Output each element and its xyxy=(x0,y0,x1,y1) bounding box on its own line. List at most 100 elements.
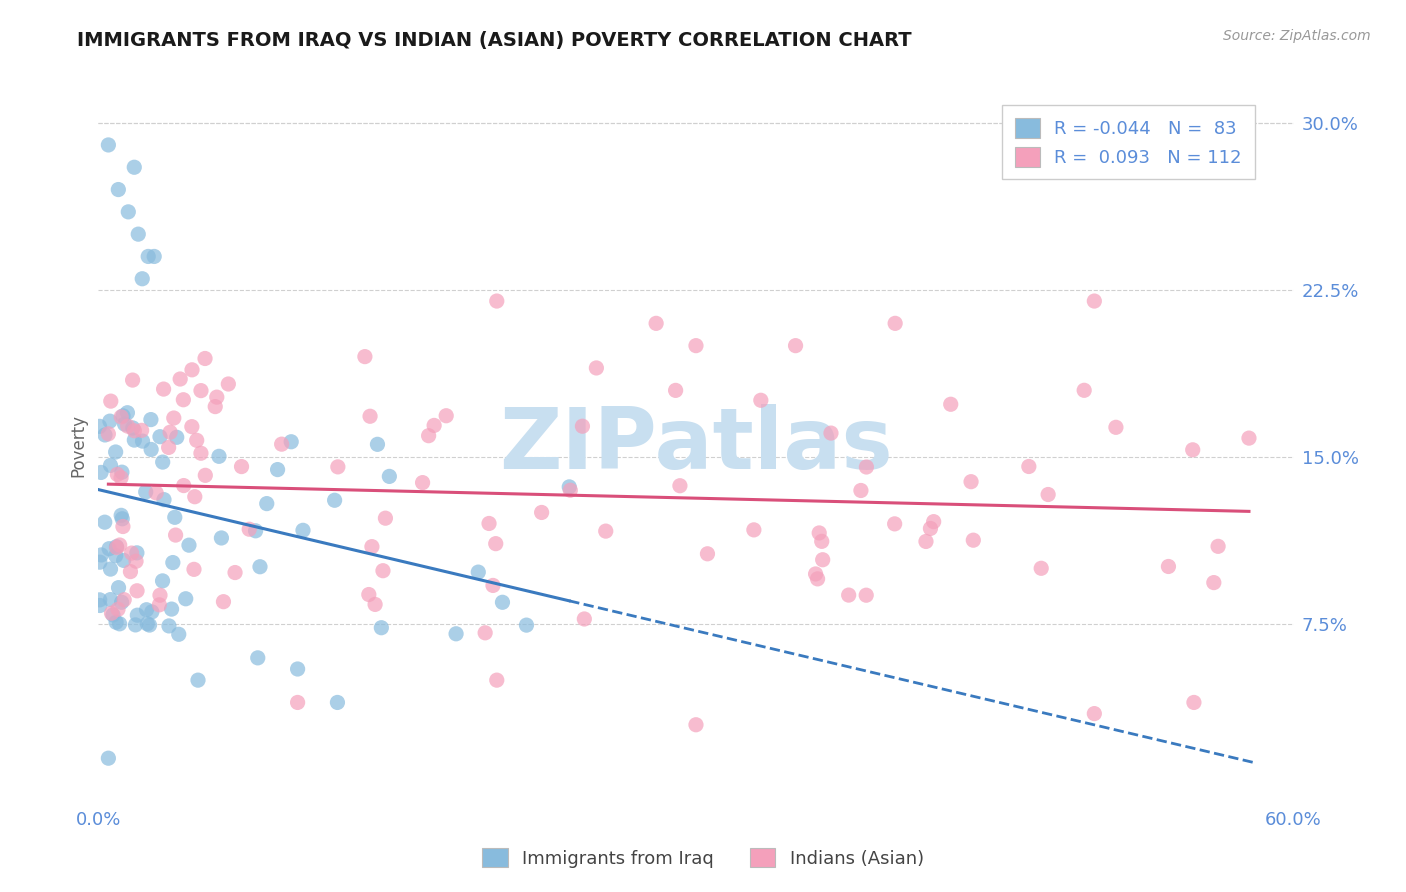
Point xyxy=(105,467,128,482)
Legend: Immigrants from Iraq, Indians (Asian): Immigrants from Iraq, Indians (Asian) xyxy=(471,837,935,879)
Point xyxy=(117,204,139,219)
Point xyxy=(110,508,132,523)
Point xyxy=(920,521,942,535)
Point xyxy=(1206,539,1229,553)
Point xyxy=(366,437,388,451)
Point xyxy=(939,397,962,411)
Point xyxy=(166,430,188,444)
Point xyxy=(685,338,707,352)
Point xyxy=(90,548,112,562)
Point xyxy=(190,384,212,398)
Point xyxy=(100,394,122,409)
Point xyxy=(485,293,508,308)
Point xyxy=(530,506,553,520)
Point xyxy=(849,483,872,498)
Point xyxy=(98,414,121,428)
Point xyxy=(212,595,235,609)
Point xyxy=(139,412,162,426)
Point xyxy=(217,376,239,391)
Point xyxy=(105,615,128,630)
Point xyxy=(177,538,200,552)
Point xyxy=(361,540,384,554)
Point xyxy=(915,534,938,549)
Point xyxy=(124,160,146,174)
Point xyxy=(174,591,197,606)
Point xyxy=(245,524,267,538)
Point xyxy=(560,483,582,498)
Point xyxy=(120,565,142,579)
Point xyxy=(111,512,134,526)
Point xyxy=(1018,459,1040,474)
Point xyxy=(145,486,167,500)
Point xyxy=(810,534,832,549)
Point xyxy=(423,418,446,433)
Point xyxy=(485,673,508,687)
Point xyxy=(1157,559,1180,574)
Point xyxy=(204,400,226,414)
Point xyxy=(135,485,157,500)
Point xyxy=(105,541,128,555)
Point xyxy=(112,409,135,423)
Point xyxy=(90,466,112,480)
Point xyxy=(238,522,260,536)
Point xyxy=(110,595,132,609)
Point xyxy=(143,249,166,264)
Point xyxy=(205,390,228,404)
Point xyxy=(148,598,170,612)
Point xyxy=(184,490,207,504)
Point xyxy=(323,493,346,508)
Point xyxy=(121,373,143,387)
Point xyxy=(173,478,195,492)
Point xyxy=(444,627,467,641)
Point xyxy=(149,588,172,602)
Point xyxy=(922,515,945,529)
Point xyxy=(89,599,111,613)
Point xyxy=(160,602,183,616)
Point xyxy=(117,419,139,434)
Point xyxy=(685,717,707,731)
Point xyxy=(574,612,596,626)
Point xyxy=(153,492,176,507)
Point xyxy=(165,528,187,542)
Point xyxy=(418,428,440,442)
Point xyxy=(1031,561,1053,575)
Point xyxy=(114,417,136,431)
Point xyxy=(125,554,148,568)
Point xyxy=(808,525,831,540)
Point xyxy=(157,441,180,455)
Point xyxy=(159,425,181,440)
Point xyxy=(169,372,191,386)
Point xyxy=(111,465,134,479)
Point xyxy=(806,572,828,586)
Point xyxy=(224,566,246,580)
Point xyxy=(208,450,231,464)
Point xyxy=(141,605,163,619)
Point xyxy=(138,618,160,632)
Point xyxy=(370,621,392,635)
Point xyxy=(804,566,827,581)
Point xyxy=(1181,442,1204,457)
Point xyxy=(107,182,129,196)
Point xyxy=(287,696,309,710)
Point xyxy=(374,511,396,525)
Point xyxy=(187,673,209,687)
Point xyxy=(354,350,377,364)
Point xyxy=(1202,575,1225,590)
Point xyxy=(124,424,146,438)
Point xyxy=(125,583,148,598)
Point xyxy=(357,588,380,602)
Point xyxy=(112,553,135,567)
Point xyxy=(326,696,349,710)
Point xyxy=(180,419,202,434)
Point xyxy=(167,627,190,641)
Point xyxy=(112,592,135,607)
Point xyxy=(100,592,122,607)
Point xyxy=(149,430,172,444)
Point xyxy=(1237,431,1260,445)
Text: Source: ZipAtlas.com: Source: ZipAtlas.com xyxy=(1223,29,1371,43)
Point xyxy=(117,406,139,420)
Point xyxy=(105,540,128,554)
Point xyxy=(100,458,122,473)
Point xyxy=(820,426,842,441)
Legend: R = -0.044   N =  83, R =  0.093   N = 112: R = -0.044 N = 83, R = 0.093 N = 112 xyxy=(1002,105,1254,179)
